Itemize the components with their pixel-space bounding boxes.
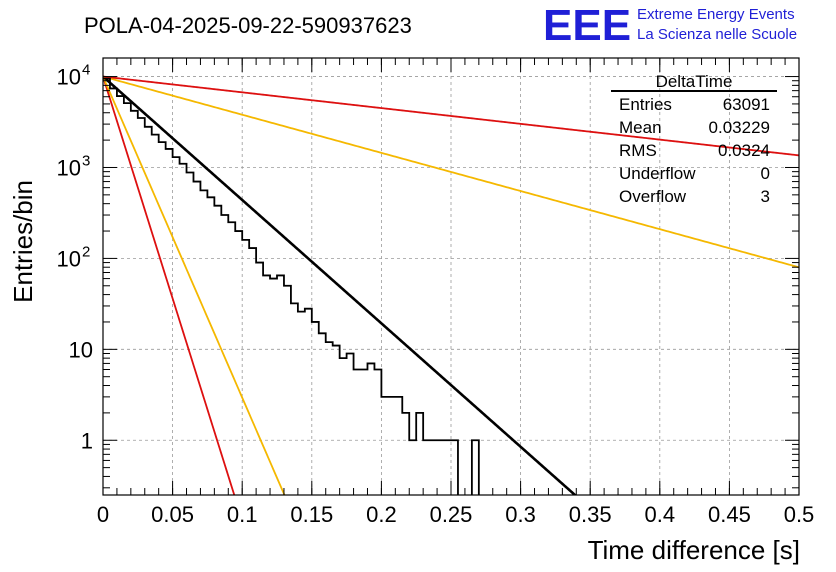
y-tick-label: 1: [81, 428, 93, 453]
y-tick-exponent: 3: [82, 152, 90, 169]
y-tick-exponent: 2: [82, 243, 90, 260]
x-tick-label: 0.25: [430, 502, 473, 527]
stat-value-underflow: 0: [761, 164, 770, 183]
x-tick-label: 0.5: [784, 502, 815, 527]
curve-orange-shallow: [103, 75, 799, 269]
curve-fit: [103, 75, 577, 495]
x-tick-label: 0.45: [708, 502, 751, 527]
stat-label-underflow: Underflow: [619, 164, 696, 183]
stat-value-overflow: 3: [761, 187, 770, 206]
stat-label-mean: Mean: [619, 118, 662, 137]
histogram-outline: [103, 77, 480, 495]
curve-orange-steep: [103, 76, 286, 495]
stats-box: DeltaTime Entries 63091 Mean 0.03229 RMS…: [611, 72, 777, 206]
stat-label-rms: RMS: [619, 141, 657, 160]
curve-red-steep: [103, 76, 236, 495]
chart-title: POLA-04-2025-09-22-590937623: [84, 13, 412, 38]
y-tick-exponent: 4: [82, 62, 90, 79]
stat-value-entries: 63091: [723, 95, 770, 114]
fit-curves: [103, 75, 799, 495]
stat-value-rms: 0.0324: [718, 141, 770, 160]
x-tick-label: 0.2: [366, 502, 397, 527]
grid-lines: [103, 58, 799, 495]
x-tick-label: 0.15: [290, 502, 333, 527]
stat-label-overflow: Overflow: [619, 187, 687, 206]
eee-logo-mark: EEE: [543, 1, 631, 50]
x-axis-label: Time difference [s]: [588, 535, 800, 565]
x-tick-label: 0.3: [505, 502, 536, 527]
eee-logo: EEE Extreme Energy Events La Scienza nel…: [543, 1, 797, 50]
stats-header: DeltaTime: [656, 72, 733, 91]
y-tick-label: 10: [57, 65, 81, 90]
y-tick-label: 10: [57, 246, 81, 271]
x-tick-label: 0.35: [569, 502, 612, 527]
stat-value-mean: 0.03229: [709, 118, 770, 137]
x-tick-label: 0.4: [645, 502, 676, 527]
curve-red-shallow: [103, 75, 799, 157]
y-tick-label: 10: [69, 337, 93, 362]
logo-line-1: Extreme Energy Events: [637, 6, 795, 23]
histogram: [103, 77, 480, 495]
x-axis: 0 0.05 0.1 0.15 0.2 0.25 0.3 0.35 0.4 0.45 0.5: [97, 58, 814, 527]
logo-line-2: La Scienza nelle Scuole: [637, 26, 797, 43]
x-tick-label: 0: [97, 502, 109, 527]
x-tick-label: 0.1: [227, 502, 258, 527]
stat-label-entries: Entries: [619, 95, 672, 114]
y-tick-label: 10: [57, 155, 81, 180]
x-tick-label: 0.05: [151, 502, 194, 527]
y-axis-label: Entries/bin: [8, 180, 38, 303]
